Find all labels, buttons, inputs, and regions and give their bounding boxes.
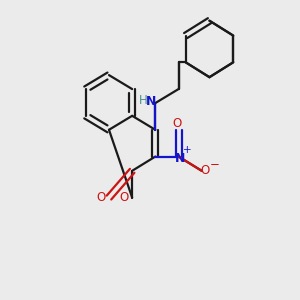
Text: O: O — [119, 191, 128, 204]
Text: O: O — [96, 191, 105, 204]
Text: O: O — [172, 117, 182, 130]
Text: −: − — [209, 158, 219, 171]
Text: N: N — [175, 152, 185, 164]
Text: N: N — [146, 95, 156, 108]
Text: H: H — [139, 94, 147, 107]
Text: O: O — [200, 164, 209, 177]
Text: +: + — [183, 145, 192, 155]
